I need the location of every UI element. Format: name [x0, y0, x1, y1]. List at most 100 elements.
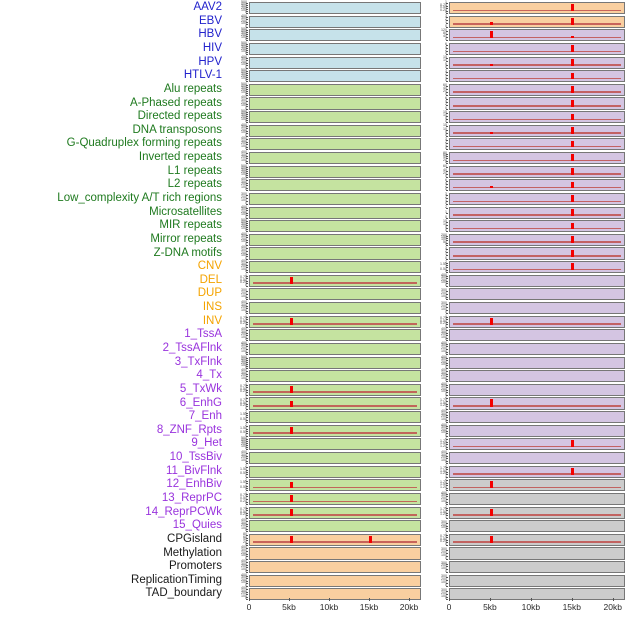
y-tick-mark [446, 13, 448, 15]
track-row: 0 5 10 15 [426, 110, 626, 124]
y-tick-label: 0 [245, 487, 247, 492]
y-tick-label: 200 [241, 236, 247, 241]
y-tick-mark [246, 190, 248, 192]
data-peak [571, 86, 575, 93]
data-peak [289, 385, 293, 393]
y-axis: 0 100 200 300 400 [426, 423, 448, 437]
y-tick-mark [446, 496, 448, 498]
plot-area [250, 85, 420, 95]
y-axis: 0 100 200 300 400 [226, 123, 248, 137]
plot-area [450, 208, 624, 218]
track-plot-box [449, 547, 625, 560]
y-tick-label: 500 [241, 436, 247, 441]
baseline [453, 473, 621, 475]
y-tick-mark [246, 458, 248, 460]
y-tick-mark [246, 71, 248, 73]
y-tick-label: 100 [241, 8, 247, 13]
plot-area [450, 167, 624, 177]
track-plot-box [249, 179, 421, 192]
track-plot-box [249, 274, 421, 287]
y-tick-label: 400 [241, 204, 247, 209]
y-tick-label: 400 [241, 165, 247, 170]
y-tick-label: 400 [241, 231, 247, 236]
track-label-11-bivflnk: 11_BivFlnk [165, 464, 222, 477]
y-tick-label: 1 [245, 395, 247, 400]
track-row: 0 100 200 300 [426, 520, 626, 533]
y-tick-mark [246, 321, 248, 323]
y-tick-mark [446, 61, 448, 63]
plot-area [450, 153, 624, 163]
y-tick-mark [446, 190, 448, 192]
track-label-del: DEL [199, 273, 222, 286]
y-tick-mark [246, 373, 248, 375]
track-plot-box [449, 29, 625, 42]
track-label-dna-transposons: DNA transposons [132, 123, 223, 136]
y-tick-label: 0 [245, 555, 247, 560]
track-row: 1 1.25 1.50 1.75 2 [426, 478, 626, 492]
y-axis: 0 100 200 300 400 [426, 382, 448, 396]
y-tick-label: 500 [241, 109, 247, 114]
y-tick-mark [446, 58, 448, 60]
y-tick-mark [446, 5, 448, 7]
y-tick-label: 0 [245, 146, 247, 151]
plot-area [250, 126, 420, 136]
track-row: 0 50 100 150 200 [426, 233, 626, 246]
y-tick-mark [246, 474, 248, 476]
y-tick-label: 4 [445, 181, 447, 186]
y-tick-label: 0.75 [240, 507, 247, 512]
track-plot-box [449, 411, 625, 424]
y-tick-mark [446, 143, 448, 145]
track-row: 0 0.25 0.50 0.75 1 [426, 0, 626, 15]
track-plot-box [449, 261, 625, 274]
y-tick-mark [446, 439, 448, 441]
y-tick-label: 0 [245, 296, 247, 301]
y-tick-mark [446, 417, 448, 419]
y-tick-label: 100 [241, 293, 247, 298]
y-tick-mark [246, 239, 248, 241]
y-tick-label: 100 [241, 117, 247, 122]
y-tick-label: 3 [445, 192, 447, 197]
y-tick-mark [246, 578, 248, 580]
track-plot-box [449, 342, 625, 356]
y-tick-mark [446, 582, 448, 584]
y-tick-label: 100 [441, 430, 447, 435]
y-tick-label: 200 [441, 522, 447, 527]
y-tick-mark [246, 510, 248, 512]
y-tick-label: 0 [245, 10, 247, 15]
y-tick-mark [446, 335, 448, 337]
y-tick-label: 1.75 [440, 507, 447, 512]
y-tick-label: 200 [441, 563, 447, 568]
y-tick-mark [246, 354, 248, 356]
y-tick-mark [446, 337, 448, 339]
y-tick-mark [246, 589, 248, 591]
x-axis: 0 5kb 10kb 15kb 20kb [247, 598, 421, 620]
y-tick-mark [246, 305, 248, 307]
y-tick-label: 1 [245, 313, 247, 318]
y-tick-label: 200 [441, 304, 447, 309]
y-tick-label: 0 [245, 51, 247, 56]
y-tick-label: 100 [441, 498, 447, 503]
y-tick-mark [446, 430, 448, 432]
y-tick-mark [246, 439, 248, 441]
y-tick-mark [446, 332, 448, 334]
y-tick-label: 0 [245, 528, 247, 533]
y-tick-label: 1.25 [440, 471, 447, 476]
y-tick-mark [246, 47, 248, 49]
y-tick-mark [246, 346, 248, 348]
y-tick-label: 400 [241, 518, 247, 523]
track-plot-box [449, 233, 625, 246]
y-tick-label: 200 [441, 290, 447, 295]
y-tick-mark [446, 194, 448, 196]
y-tick-label: 200 [241, 224, 247, 229]
baseline [453, 23, 621, 25]
plot-area [450, 412, 624, 422]
y-tick-mark [446, 512, 448, 514]
data-peak [571, 195, 575, 203]
y-tick-label: 300 [241, 287, 247, 292]
y-tick-label: 400 [241, 559, 247, 564]
y-tick-mark [446, 173, 448, 175]
plot-area [250, 221, 420, 231]
